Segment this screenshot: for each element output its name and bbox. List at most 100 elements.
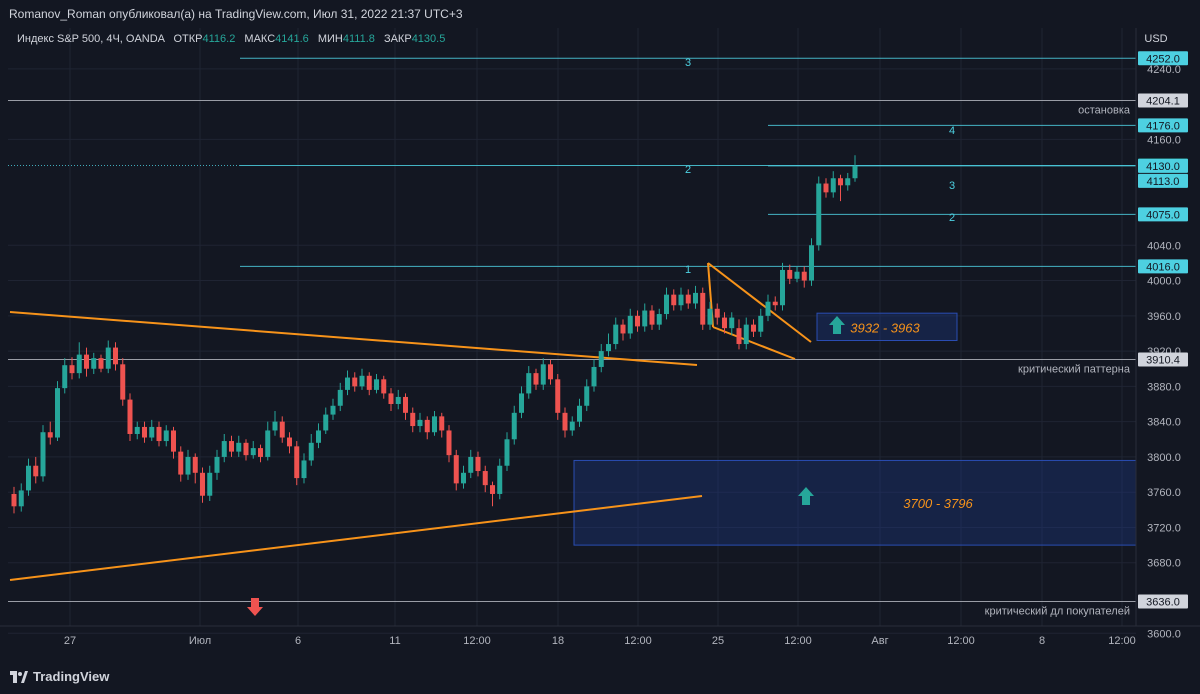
currency-label: USD (1144, 33, 1167, 45)
time-tick-label: 27 (64, 635, 76, 647)
candle-body (751, 324, 756, 332)
candle-body (381, 379, 387, 394)
candle-body (84, 354, 89, 369)
candle-body (649, 310, 655, 325)
candle-body (584, 386, 590, 406)
candle-body (714, 308, 720, 318)
triangle-lower-line (9, 495, 703, 581)
candle-body (729, 317, 735, 329)
level-label: критический паттерна (1018, 364, 1131, 376)
candle-body (250, 448, 256, 456)
price-tick-label: 3800.0 (1147, 452, 1181, 464)
candle-body (548, 364, 553, 380)
wave-label: 2 (949, 212, 955, 224)
time-tick-label: 18 (552, 635, 564, 647)
candle-body (410, 412, 416, 427)
candle-body (221, 441, 227, 457)
price-axis[interactable]: USD4240.04160.04040.04000.03960.03920.03… (1135, 28, 1200, 659)
candle-body (294, 446, 300, 479)
candle-body (823, 183, 829, 193)
candle-body (569, 421, 575, 431)
candle-body (461, 472, 466, 484)
tradingview-logo[interactable]: TradingView (10, 669, 109, 684)
wave-label: 3 (685, 57, 691, 69)
price-tag-white-text: 3636.0 (1146, 597, 1180, 609)
annotations: 3 2 1 4 3 2 3932 - 3963 3700 - 3796 остановка кри… (247, 57, 1131, 618)
candle-body (403, 396, 408, 413)
wedge-lower-line (712, 326, 796, 360)
ohlc-legend: Индекс S&P 500, 4Ч, OANDA ОТКР4116.2 МАК… (17, 33, 445, 45)
zones (573, 312, 1137, 546)
candle-body (69, 365, 75, 374)
price-axis-bg (1136, 28, 1200, 659)
candle-body (18, 490, 24, 507)
candle-body (352, 377, 358, 387)
candle-body (366, 375, 372, 390)
candle-body (439, 416, 445, 431)
candle-body (519, 393, 524, 413)
candle-body (236, 442, 242, 452)
candle-body (490, 485, 495, 494)
candle-body (794, 271, 800, 279)
candle-body (446, 430, 452, 456)
candle-body (62, 365, 68, 389)
price-tag (1138, 207, 1188, 222)
candle-body (700, 292, 706, 325)
candle-body (772, 301, 778, 306)
price-tag-white (1138, 594, 1188, 609)
candle-body (301, 460, 307, 479)
price-tick-label: 3600.0 (1147, 628, 1181, 640)
candle-body (598, 351, 604, 367)
candle-body (308, 442, 314, 461)
candle-body (453, 455, 459, 484)
price-tick-label: 4040.0 (1147, 240, 1181, 252)
wave-label: 1 (685, 264, 691, 276)
time-tick-label: Авг (871, 635, 888, 647)
candle-body (678, 294, 684, 306)
candle-body (482, 471, 488, 486)
candle-body (830, 178, 836, 193)
candle-body (345, 377, 350, 390)
open-value: 4116.2 (202, 33, 236, 45)
time-axis[interactable]: 27 Июл 6 11 12:00 18 12:00 25 12:00 Авг 12:00 8 12:0… (0, 625, 1200, 647)
candle-body (207, 472, 213, 496)
candle-body (845, 178, 851, 186)
high-value: 4141.6 (275, 33, 309, 45)
time-tick-label: 12:00 (1108, 635, 1136, 647)
candle-body (707, 308, 713, 325)
triangle-upper-line (9, 311, 698, 366)
candle-body (26, 465, 31, 491)
candle-body (98, 358, 104, 369)
candle-body (613, 324, 619, 345)
price-tag-white (1138, 352, 1188, 367)
candle-body (178, 451, 184, 475)
candle-body (214, 456, 220, 473)
price-tag-white-text: 3910.4 (1146, 355, 1180, 367)
candle-body (113, 347, 118, 365)
candle-body (424, 419, 430, 433)
candle-body (591, 366, 597, 387)
level-label: критический дл покупателей (985, 606, 1130, 618)
close-label: ЗАКР (383, 33, 412, 45)
candle-body (134, 426, 140, 434)
candle-body (395, 396, 401, 405)
price-tag-text: 4016.0 (1146, 261, 1180, 273)
support-zone-lower (573, 459, 1137, 546)
candle-body (388, 393, 394, 405)
candle-body (627, 315, 633, 334)
price-tag-text: 4176.0 (1146, 120, 1180, 132)
candle-body (562, 412, 568, 431)
candle-body (555, 379, 561, 413)
time-tick-label: Июл (189, 635, 211, 647)
candle-body (337, 389, 343, 406)
candle-body (272, 421, 278, 431)
candle-body (330, 405, 336, 415)
candle-body (55, 388, 60, 438)
price-tick-label: 3760.0 (1147, 487, 1181, 499)
candle-body (765, 301, 771, 316)
candle-body (149, 426, 155, 438)
price-chart[interactable]: 3 2 1 4 3 2 3932 - 3963 3700 - 3796 остановка кри… (0, 28, 1200, 659)
candle-body (33, 465, 39, 477)
price-tag-white-text: 4204.1 (1146, 96, 1180, 108)
candle-body (671, 294, 677, 306)
